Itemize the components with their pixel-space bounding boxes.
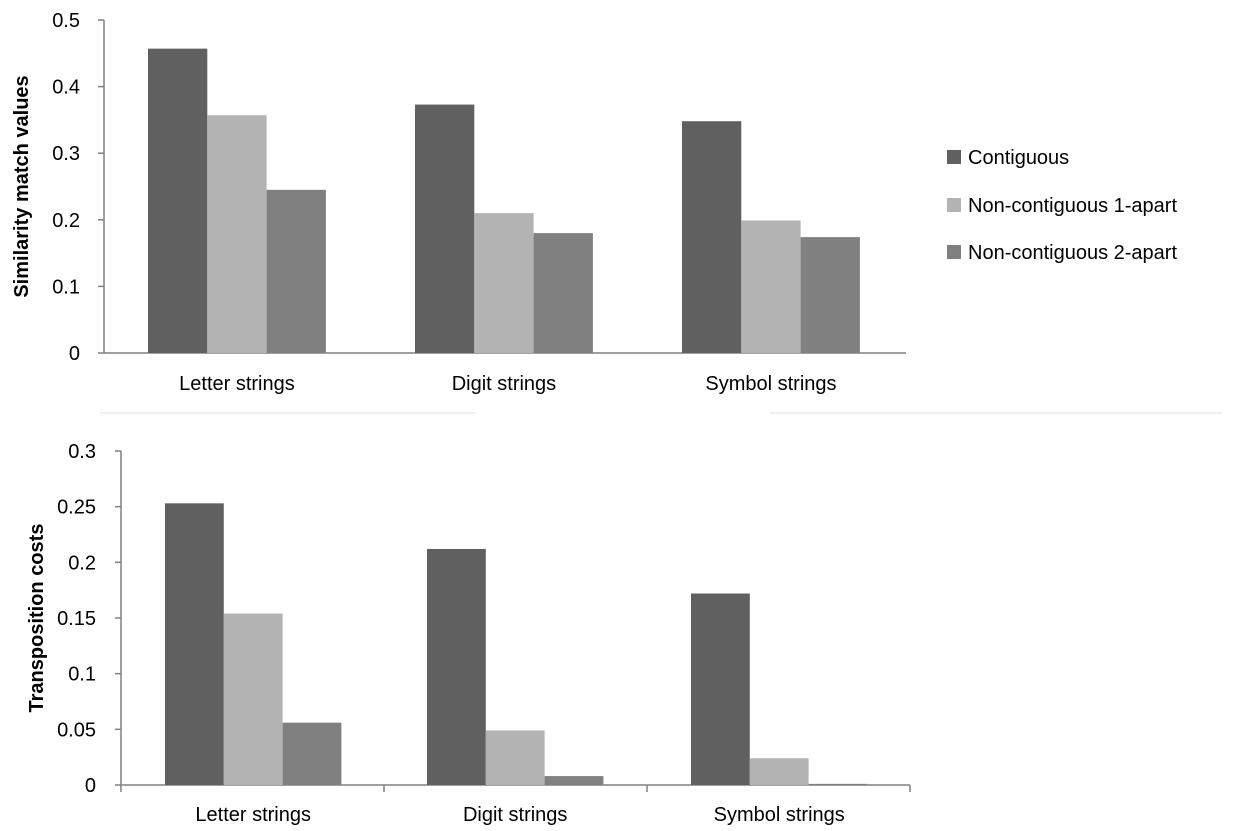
legend-label: Non-contiguous 1-apart: [968, 195, 1177, 217]
bar-digit-strings-series-1: [415, 104, 475, 353]
y-tick-label: 0.4: [52, 77, 80, 99]
x-category-label: Digit strings: [463, 804, 567, 826]
bar-letter-strings-series-2: [223, 613, 283, 785]
y-tick-label: 0.3: [68, 441, 96, 463]
transposition-chart: 0 0.05 0.1 0.15 0.2 0.25 0.3 Transposition cost…: [26, 441, 911, 826]
bar-digit-strings-series-2: [474, 213, 534, 353]
y-axis-title: Similarity match values: [11, 75, 33, 297]
bar-symbol-strings-series-1: [682, 121, 742, 354]
legend-swatch: [947, 198, 961, 212]
y-tick-label: 0: [85, 775, 96, 797]
y-tick-label: 0.05: [57, 719, 96, 741]
bar-digit-strings-series-3: [544, 776, 604, 785]
y-tick-label: 0.15: [57, 608, 96, 630]
bar-digit-strings-series-1: [427, 548, 486, 785]
y-tick-label: 0.25: [57, 497, 96, 519]
bar-letter-strings-series-3: [282, 722, 342, 785]
bar-symbol-strings-series-3: [808, 783, 868, 785]
x-category-label: Symbol strings: [714, 804, 845, 826]
bar-letter-strings-series-3: [266, 189, 326, 353]
x-category-label: Digit strings: [452, 373, 556, 395]
y-tick-label: 0.1: [52, 276, 80, 298]
bar-symbol-strings-series-3: [800, 237, 860, 353]
y-tick-label: 0.5: [52, 10, 80, 32]
bar-letter-strings-series-2: [207, 115, 267, 353]
bar-symbol-strings-series-2: [749, 758, 809, 785]
legend-label: Non-contiguous 2-apart: [968, 242, 1177, 264]
x-category-label: Letter strings: [195, 804, 311, 826]
bar-symbol-strings-series-1: [691, 593, 750, 785]
y-tick-label: 0: [69, 343, 80, 365]
bar-symbol-strings-series-2: [741, 220, 801, 353]
legend: Contiguous Non-contiguous 1-apart Non-cont…: [947, 147, 1177, 264]
y-tick-label: 0.2: [68, 552, 96, 574]
bar-digit-strings-series-3: [533, 233, 593, 353]
y-tick-label: 0.2: [52, 210, 80, 232]
y-tick-label: 0.1: [68, 664, 96, 686]
y-tick-label: 0.3: [52, 143, 80, 165]
similarity-chart: 0 0.1 0.2 0.3 0.4 0.5 Similarity match values L…: [11, 10, 1177, 395]
bar-letter-strings-series-1: [148, 48, 208, 353]
legend-label: Contiguous: [968, 147, 1069, 169]
legend-swatch: [947, 245, 961, 259]
y-axis-title: Transposition costs: [26, 524, 48, 713]
x-category-label: Letter strings: [179, 373, 295, 395]
x-category-label: Symbol strings: [705, 373, 836, 395]
legend-swatch: [947, 150, 961, 164]
bar-letter-strings-series-1: [165, 503, 224, 785]
bar-digit-strings-series-2: [485, 730, 545, 785]
